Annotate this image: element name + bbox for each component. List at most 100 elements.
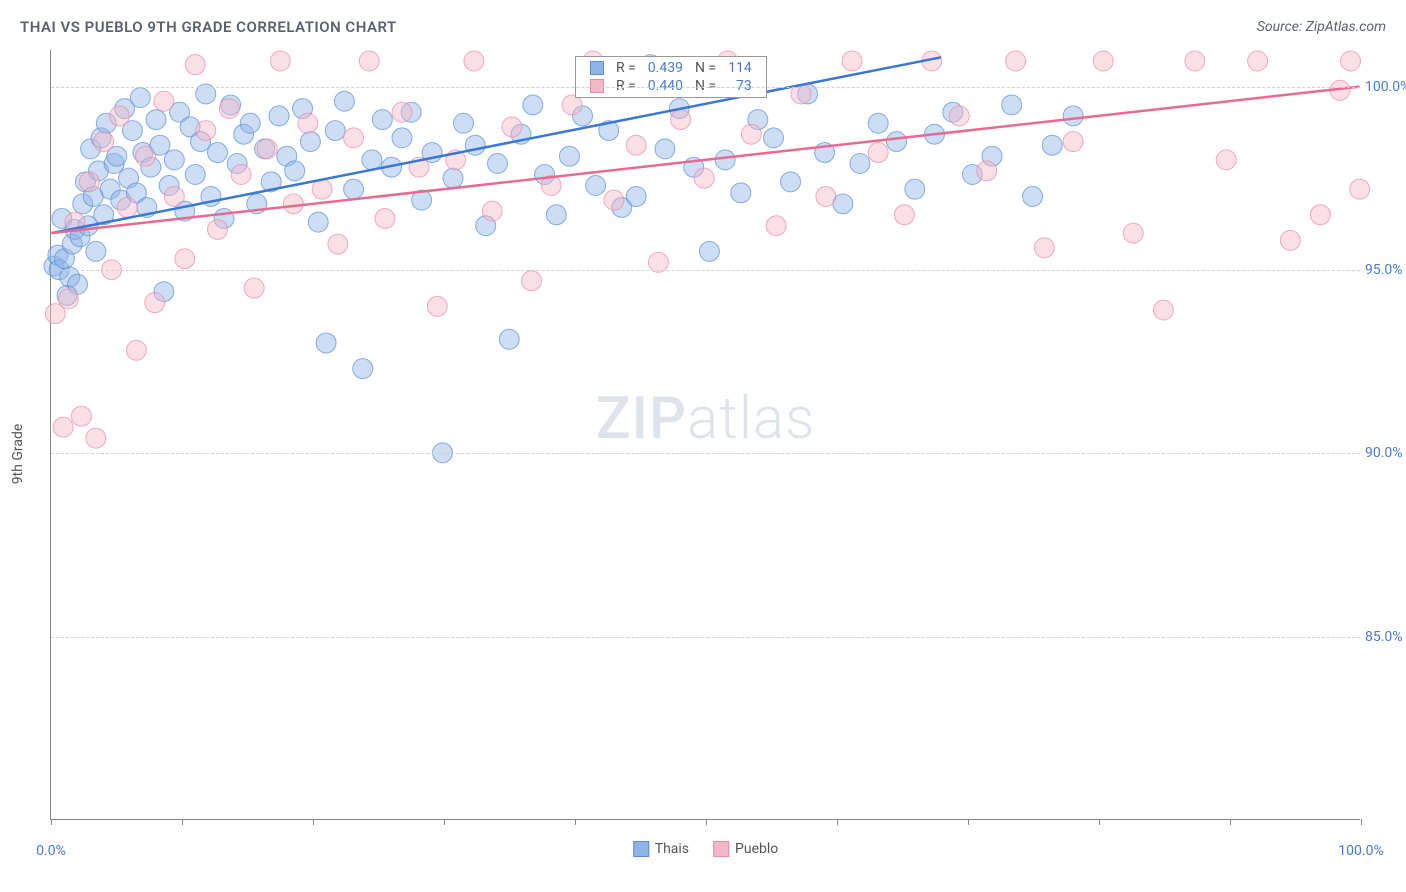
chart-title: THAI VS PUEBLO 9TH GRADE CORRELATION CHA… [20, 18, 397, 36]
legend-row: R =0.439N =114 [584, 59, 758, 77]
data-point [715, 150, 735, 170]
legend-label: Thais [655, 841, 689, 857]
data-point [1042, 135, 1062, 155]
data-point [185, 165, 205, 185]
x-tick [575, 819, 576, 825]
data-point [308, 212, 328, 232]
x-tick [182, 819, 183, 825]
data-point [285, 161, 305, 181]
data-point [694, 168, 714, 188]
x-tick-label: 0.0% [36, 843, 66, 859]
data-point [868, 113, 888, 133]
legend-item: Thais [633, 841, 689, 857]
y-tick-label: 85.0% [1365, 629, 1406, 645]
data-point [1023, 186, 1043, 206]
data-point [185, 55, 205, 75]
x-tick [1230, 819, 1231, 825]
data-point [1123, 223, 1143, 243]
data-point [464, 51, 484, 71]
data-point [344, 179, 364, 199]
data-point [375, 208, 395, 228]
data-point [126, 340, 146, 360]
legend-item: Pueblo [713, 841, 778, 857]
data-point [1002, 95, 1022, 115]
legend-n-value: 114 [722, 59, 758, 77]
data-point [502, 117, 522, 137]
data-point [626, 186, 646, 206]
data-point [283, 194, 303, 214]
data-point [146, 110, 166, 130]
y-tick-label: 95.0% [1365, 262, 1406, 278]
data-point [231, 165, 251, 185]
data-point [842, 51, 862, 71]
data-point [175, 249, 195, 269]
y-tick-label: 90.0% [1365, 445, 1406, 461]
data-point [523, 95, 543, 115]
data-point [300, 132, 320, 152]
data-point [1063, 106, 1083, 126]
x-tick [1099, 819, 1100, 825]
data-point [240, 113, 260, 133]
chart-header: THAI VS PUEBLO 9TH GRADE CORRELATION CHA… [20, 18, 1386, 36]
y-axis-title: 9th Grade [10, 424, 26, 485]
x-tick [313, 819, 314, 825]
data-point [443, 168, 463, 188]
legend-swatch-icon [713, 841, 729, 857]
data-point [905, 179, 925, 199]
data-point [58, 289, 78, 309]
data-point [270, 51, 290, 71]
data-point [766, 216, 786, 236]
data-point [244, 278, 264, 298]
gridline [51, 270, 1360, 271]
data-point [353, 359, 373, 379]
data-point [741, 124, 761, 144]
data-point [362, 150, 382, 170]
gridline [51, 87, 1360, 88]
data-point [427, 296, 447, 316]
data-point [219, 99, 239, 119]
data-point [257, 139, 277, 159]
legend-r-value: 0.439 [642, 59, 689, 77]
data-point [850, 154, 870, 174]
x-tick [51, 819, 52, 825]
data-point [655, 139, 675, 159]
x-tick [1361, 819, 1362, 825]
data-point [546, 205, 566, 225]
data-point [522, 271, 542, 291]
data-point [1341, 51, 1361, 71]
data-point [86, 428, 106, 448]
data-point [699, 241, 719, 261]
data-point [482, 201, 502, 221]
data-point [1185, 51, 1205, 71]
data-point [130, 88, 150, 108]
data-point [109, 106, 129, 126]
x-tick-label: 100.0% [1338, 843, 1383, 859]
data-point [894, 205, 914, 225]
data-point [328, 234, 348, 254]
scatter-svg [51, 50, 1360, 819]
legend-n-prefix: N = [689, 59, 722, 77]
data-point [269, 106, 289, 126]
data-point [868, 143, 888, 163]
data-point [499, 329, 519, 349]
data-point [465, 135, 485, 155]
x-tick [837, 819, 838, 825]
data-point [344, 128, 364, 148]
data-point [1350, 179, 1370, 199]
data-point [1006, 51, 1026, 71]
data-point [487, 154, 507, 174]
data-point [977, 161, 997, 181]
x-tick [706, 819, 707, 825]
chart-source: Source: ZipAtlas.com [1257, 19, 1386, 35]
data-point [1280, 230, 1300, 250]
data-point [586, 176, 606, 196]
data-point [208, 143, 228, 163]
data-point [604, 190, 624, 210]
legend-swatch-icon [590, 61, 604, 75]
data-point [1216, 150, 1236, 170]
legend-label: Pueblo [735, 841, 778, 857]
data-point [298, 113, 318, 133]
data-point [781, 172, 801, 192]
trend-line [51, 87, 1359, 233]
data-point [1063, 132, 1083, 152]
